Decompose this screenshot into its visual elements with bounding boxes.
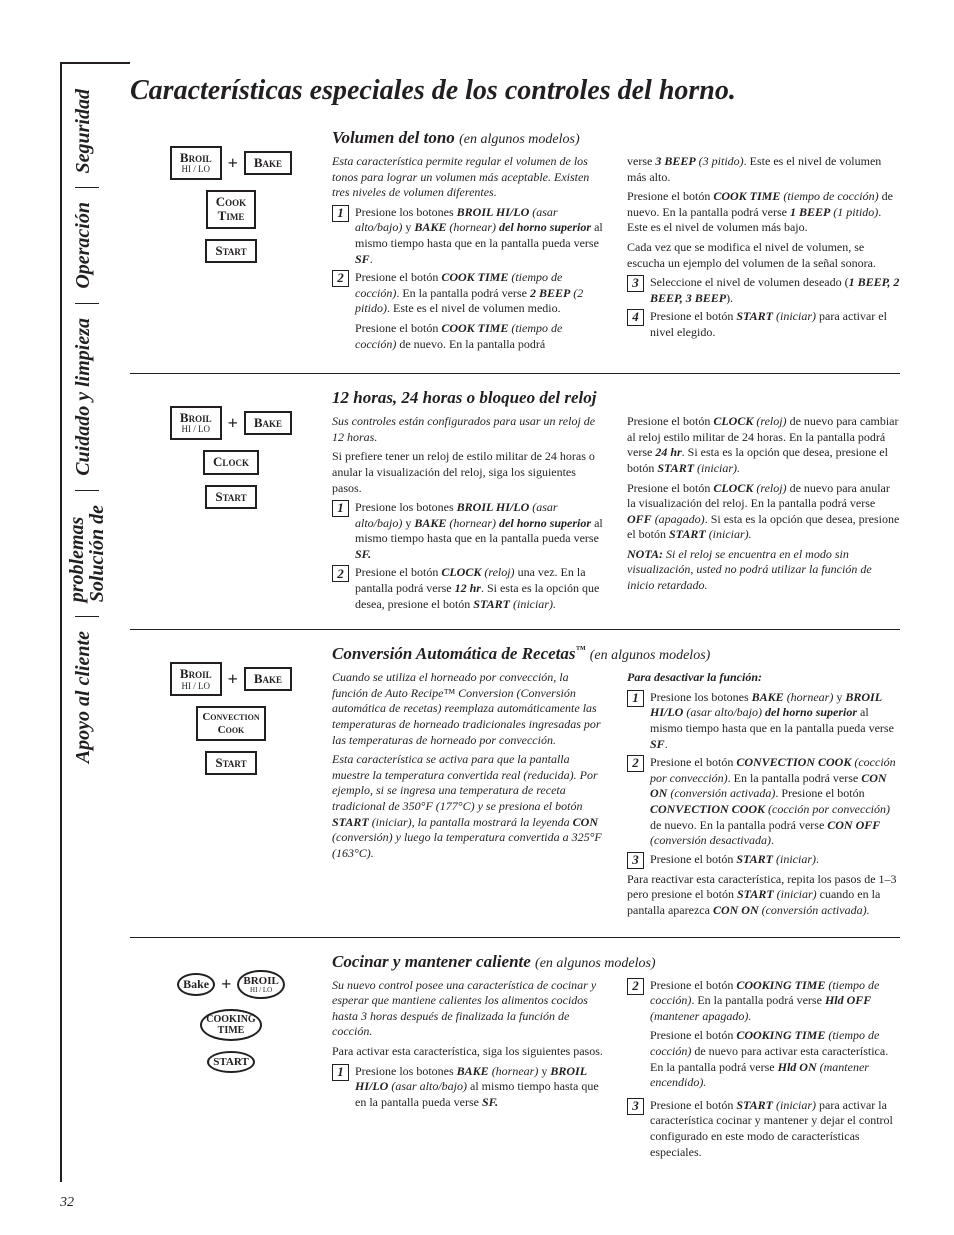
- subheading: Para desactivar la función:: [627, 670, 900, 686]
- body-text: Cada vez que se modifica el nivel de vol…: [627, 240, 900, 271]
- step-2: 2Presione el botón CONVECTION COOK (cocc…: [627, 755, 900, 849]
- section-title: Cocinar y mantener caliente (en algunos …: [332, 952, 900, 972]
- section-divider: [130, 373, 900, 374]
- step-1: 1Presione los botones BROIL HI/LO (asar …: [332, 205, 605, 267]
- page-border-left: [60, 62, 62, 1182]
- section-title: 12 horas, 24 horas o bloqueo del reloj: [332, 388, 900, 408]
- btn-cooking-time-oval: CookingTime: [200, 1009, 261, 1041]
- step-3: 3Presione el botón START (iniciar) para …: [627, 1098, 900, 1160]
- step-2: 2Presione el botón COOKING TIME (tiempo …: [627, 978, 900, 1095]
- btn-convection-cook: ConvectionCook: [196, 706, 265, 740]
- body-text: Esta característica se activa para que l…: [332, 752, 605, 861]
- btn-broil: BroilHI / LO: [170, 406, 222, 440]
- step-4: 4Presione el botón START (iniciar) para …: [627, 309, 900, 340]
- step-1: 1Presione los botones BROIL HI/LO (asar …: [332, 500, 605, 562]
- btn-bake: Bake: [244, 667, 292, 691]
- plus-icon: +: [221, 974, 231, 995]
- btn-cook-time: CookTime: [206, 190, 256, 229]
- step-1: 1Presione los botones BAKE (hornear) y B…: [627, 690, 900, 752]
- plus-icon: +: [228, 669, 238, 690]
- plus-icon: +: [228, 413, 238, 434]
- intro-text: Sus controles están configurados para us…: [332, 414, 605, 445]
- page-title: Características especiales de los contro…: [130, 75, 736, 107]
- step-2: 2Presione el botón CLOCK (reloj) una vez…: [332, 565, 605, 612]
- btn-start: Start: [205, 239, 256, 263]
- body-text: Presione el botón COOK TIME (tiempo de c…: [627, 189, 900, 236]
- diagram-cocinar: Bake + BroilHI / LO CookingTime START: [130, 970, 332, 1074]
- tab-operacion: Operación: [72, 188, 102, 303]
- side-tabs: Seguridad Operación Cuidado y limpieza S…: [72, 75, 102, 777]
- section-divider: [130, 937, 900, 938]
- tab-solucion: Solución de problemas: [72, 491, 102, 616]
- body-text: Su nuevo control posee una característic…: [332, 978, 605, 1040]
- section-cocinar: Bake + BroilHI / LO CookingTime START Co…: [130, 952, 900, 1164]
- body-text: Cuando se utiliza el horneado por convec…: [332, 670, 605, 748]
- section-title: Volumen del tono (en algunos modelos): [332, 128, 900, 148]
- section-horas: BroilHI / LO + Bake Clock Start 12 horas…: [130, 388, 900, 615]
- btn-bake: Bake: [244, 411, 292, 435]
- diagram-conversion: BroilHI / LO + Bake ConvectionCook Start: [130, 662, 332, 775]
- step-3: 3Presione el botón START (iniciar).: [627, 852, 900, 869]
- section-volumen: BroilHI / LO + Bake CookTime Start Volum…: [130, 128, 900, 359]
- section-conversion: BroilHI / LO + Bake ConvectionCook Start…: [130, 644, 900, 922]
- diagram-volumen: BroilHI / LO + Bake CookTime Start: [130, 146, 332, 263]
- body-text: Presione el botón CLOCK (reloj) de nuevo…: [627, 414, 900, 476]
- plus-icon: +: [228, 153, 238, 174]
- btn-broil-oval: BroilHI / LO: [237, 970, 284, 1000]
- tab-label: problemas: [67, 505, 87, 602]
- intro-text: Esta característica permite regular el v…: [332, 154, 605, 201]
- footer-text: Para reactivar esta característica, repi…: [627, 872, 900, 919]
- btn-start: Start: [205, 751, 256, 775]
- page-border-top: [60, 62, 130, 64]
- section-title: Conversión Automática de Recetas™ (en al…: [332, 644, 900, 664]
- btn-bake: Bake: [244, 151, 292, 175]
- btn-bake-oval: Bake: [177, 973, 215, 996]
- step-2: 2Presione el botón COOK TIME (tiempo de …: [332, 270, 605, 356]
- step-3: 3Seleccione el nivel de volumen deseado …: [627, 275, 900, 306]
- btn-start-oval: START: [207, 1051, 254, 1073]
- btn-broil: BroilHI / LO: [170, 146, 222, 180]
- tab-cuidado: Cuidado y limpieza: [72, 304, 102, 490]
- body-text: verse 3 BEEP (3 pitido). Este es el nive…: [627, 154, 900, 185]
- step-1: 1Presione los botones BAKE (hornear) y B…: [332, 1064, 605, 1111]
- btn-start: Start: [205, 485, 256, 509]
- section-divider: [130, 629, 900, 630]
- page-number: 32: [60, 1195, 74, 1211]
- body-text: Para activar esta característica, siga l…: [332, 1044, 605, 1060]
- btn-clock: Clock: [203, 450, 259, 474]
- btn-broil: BroilHI / LO: [170, 662, 222, 696]
- note-text: NOTA: Si el reloj se encuentra en el mod…: [627, 547, 900, 594]
- content: BroilHI / LO + Bake CookTime Start Volum…: [130, 128, 900, 1177]
- body-text: Si prefiere tener un reloj de estilo mil…: [332, 449, 605, 496]
- tab-label: Solución de: [87, 505, 107, 602]
- tab-seguridad: Seguridad: [72, 75, 102, 187]
- diagram-horas: BroilHI / LO + Bake Clock Start: [130, 406, 332, 509]
- body-text: Presione el botón CLOCK (reloj) de nuevo…: [627, 481, 900, 543]
- tab-apoyo: Apoyo al cliente: [72, 617, 102, 777]
